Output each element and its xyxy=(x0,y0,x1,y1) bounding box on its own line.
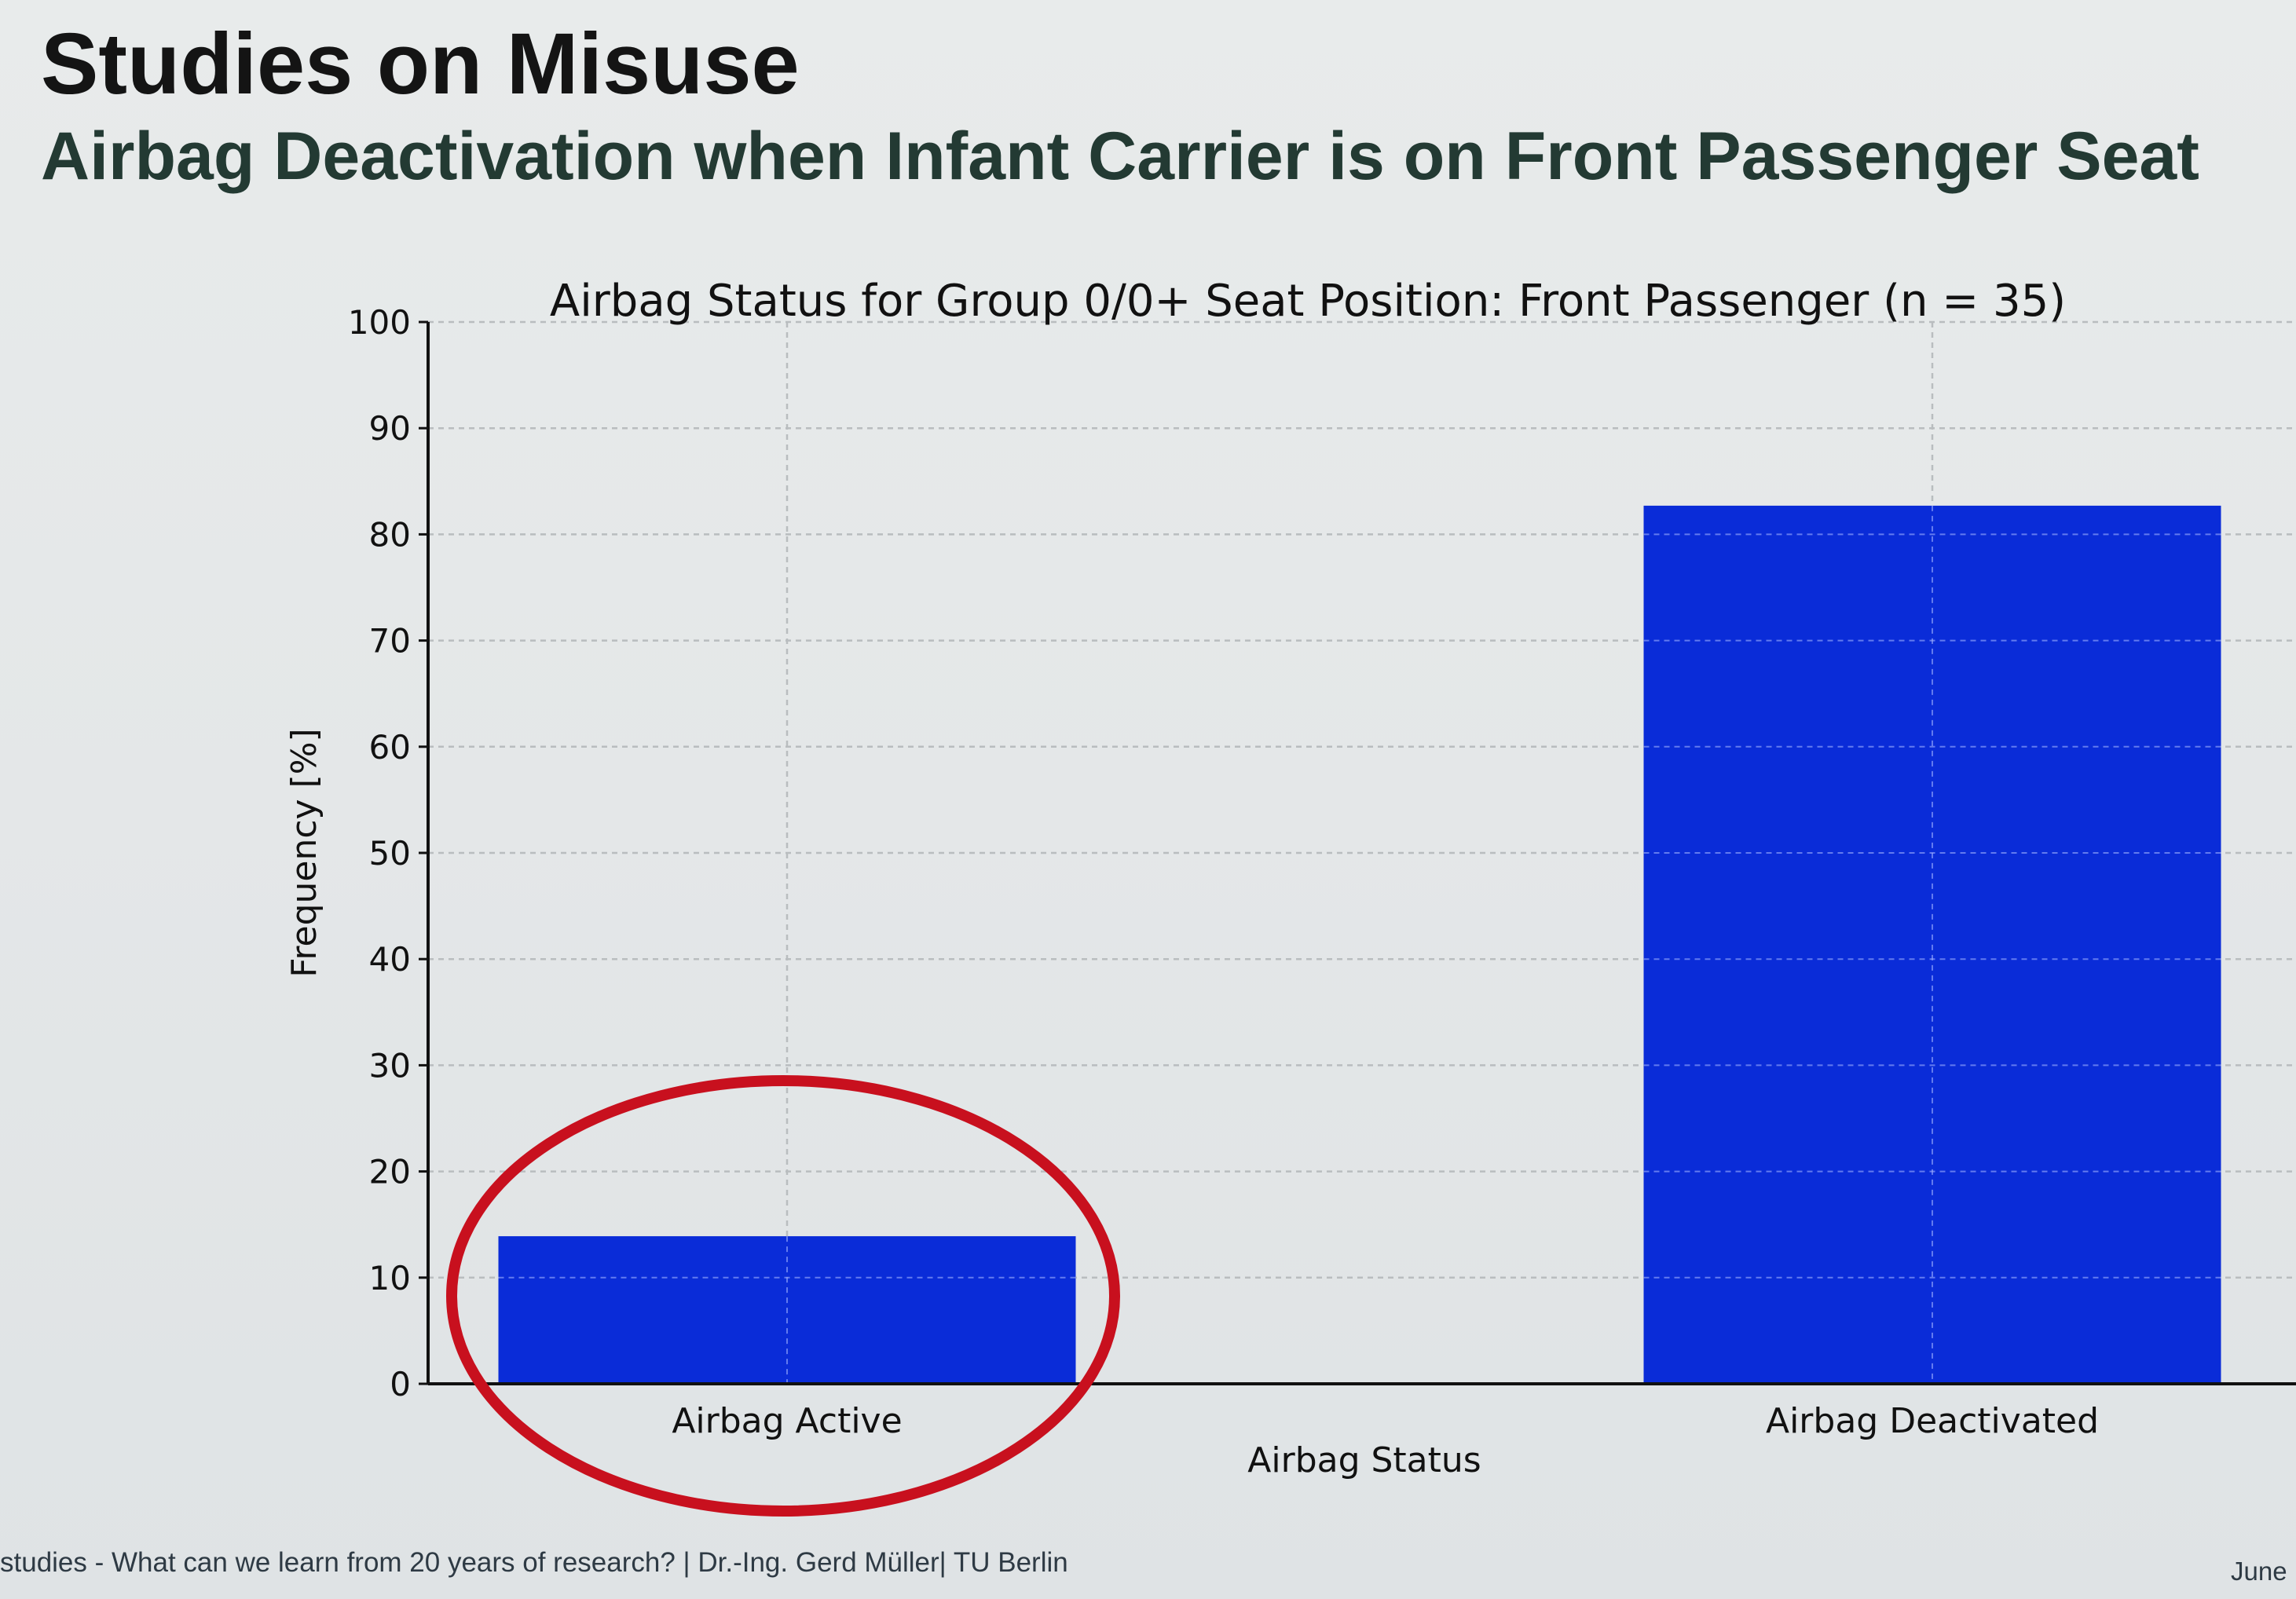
y-tick-label-80: 80 xyxy=(369,515,411,554)
y-tick-label-100: 100 xyxy=(348,303,411,342)
y-tick-label-60: 60 xyxy=(369,728,411,767)
x-tick-label-1: Airbag Deactivated xyxy=(1766,1401,2099,1441)
y-tick-label-30: 30 xyxy=(369,1046,411,1085)
footer-date: June xyxy=(2231,1557,2287,1586)
y-tick-label-70: 70 xyxy=(369,622,411,660)
y-tick-label-10: 10 xyxy=(369,1259,411,1297)
y-tick-label-90: 90 xyxy=(369,409,411,448)
y-ticks: 0 10 20 30 40 50 60 70 80 90 100 xyxy=(348,303,428,1403)
y-tick-label-50: 50 xyxy=(369,834,411,873)
chart-title: Airbag Status for Group 0/0+ Seat Positi… xyxy=(550,276,2066,327)
x-tick-label-0: Airbag Active xyxy=(672,1401,902,1441)
x-ticks: Airbag Active Airbag Deactivated xyxy=(672,1401,2099,1441)
y-axis-label: Frequency [%] xyxy=(284,728,324,977)
highlight-ellipse xyxy=(446,1075,1120,1517)
x-axis-label: Airbag Status xyxy=(1247,1440,1481,1480)
footer-citation: studies - What can we learn from 20 year… xyxy=(0,1547,1068,1578)
bars xyxy=(498,505,2221,1384)
y-tick-label-0: 0 xyxy=(390,1365,411,1403)
y-tick-label-40: 40 xyxy=(369,940,411,979)
slide-title: Studies on Misuse xyxy=(41,16,800,112)
slide-subtitle: Airbag Deactivation when Infant Carrier … xyxy=(41,119,2199,194)
y-tick-label-20: 20 xyxy=(369,1153,411,1191)
